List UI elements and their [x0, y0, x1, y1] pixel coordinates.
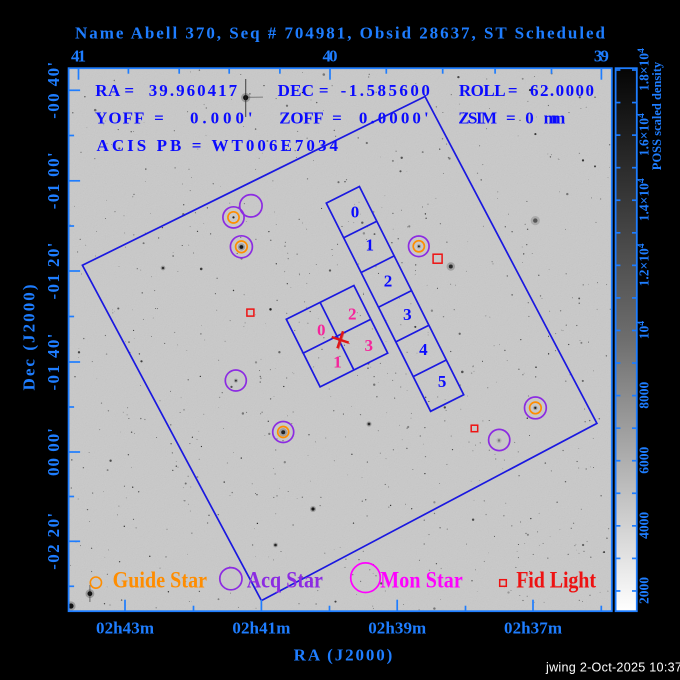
svg-text:6000: 6000 — [637, 447, 652, 474]
svg-text:1.6×104: 1.6×104 — [637, 113, 652, 156]
svg-text:-1.585600: -1.585600 — [341, 81, 430, 100]
svg-text:-01 00': -01 00' — [44, 152, 63, 209]
svg-text:Guide Star: Guide Star — [113, 567, 208, 593]
svg-text:DEC =: DEC = — [278, 81, 329, 100]
svg-text:3: 3 — [403, 305, 412, 324]
svg-text:00 00': 00 00' — [44, 428, 63, 476]
svg-text:ZOFF: ZOFF — [279, 108, 323, 127]
svg-text:1: 1 — [333, 352, 342, 371]
svg-text:1.4×104: 1.4×104 — [637, 178, 652, 221]
svg-text:5: 5 — [438, 372, 447, 391]
svg-text:0: 0 — [317, 321, 326, 340]
svg-text:2: 2 — [384, 271, 393, 290]
svg-text:39: 39 — [594, 47, 609, 66]
svg-text:1.8×104: 1.8×104 — [637, 48, 652, 91]
svg-text:8000: 8000 — [637, 381, 652, 408]
svg-text:0: 0 — [351, 202, 360, 221]
svg-text:ZSIM: ZSIM — [458, 108, 497, 127]
svg-text:3: 3 — [364, 336, 373, 355]
svg-text:Mon Star: Mon Star — [380, 567, 463, 593]
svg-text:Acq Star: Acq Star — [247, 567, 323, 593]
svg-text:ROLL =: ROLL = — [459, 81, 518, 100]
svg-text:1: 1 — [365, 236, 374, 255]
svg-text:02h43m: 02h43m — [96, 619, 154, 638]
svg-text:02h41m: 02h41m — [232, 619, 290, 638]
svg-text:Name Abell 370, Seq # 704981,: Name Abell 370, Seq # 704981, Obsid 2863… — [75, 24, 606, 43]
svg-text:02h39m: 02h39m — [368, 619, 426, 638]
svg-text:62.0000: 62.0000 — [530, 81, 594, 100]
svg-text:Fid Light: Fid Light — [516, 567, 596, 593]
svg-text:Dec (J2000): Dec (J2000) — [20, 285, 39, 391]
svg-text:jwing 2-Oct-2025 10:37: jwing 2-Oct-2025 10:37 — [545, 661, 680, 675]
svg-text:RA =: RA = — [95, 81, 134, 100]
svg-text:39.960417: 39.960417 — [149, 81, 238, 100]
svg-text:4: 4 — [419, 340, 428, 359]
svg-text:-00 40': -00 40' — [44, 62, 63, 119]
svg-text:YOFF: YOFF — [95, 108, 144, 127]
svg-text:1.2×104: 1.2×104 — [637, 243, 652, 286]
svg-text:0: 0 — [525, 108, 534, 127]
svg-text:02h37m: 02h37m — [504, 619, 562, 638]
svg-text:4000: 4000 — [637, 512, 652, 539]
svg-text:ACIS PB = WT006E7034: ACIS PB = WT006E7034 — [97, 136, 339, 155]
svg-text:=: = — [154, 108, 164, 127]
svg-text:-01 40': -01 40' — [44, 334, 63, 391]
svg-text:-01 20': -01 20' — [44, 243, 63, 300]
svg-text:40: 40 — [323, 47, 338, 66]
svg-text:-02 20': -02 20' — [44, 513, 63, 570]
svg-text:2: 2 — [348, 305, 357, 324]
svg-text:RA (J2000): RA (J2000) — [294, 646, 393, 665]
svg-text:=: = — [332, 108, 342, 127]
svg-text:41: 41 — [71, 47, 86, 66]
svg-text:=: = — [506, 108, 516, 127]
svg-text:2000: 2000 — [637, 577, 652, 604]
svg-text:POSS scaled density: POSS scaled density — [650, 61, 664, 170]
svg-text:mm: mm — [544, 108, 566, 127]
